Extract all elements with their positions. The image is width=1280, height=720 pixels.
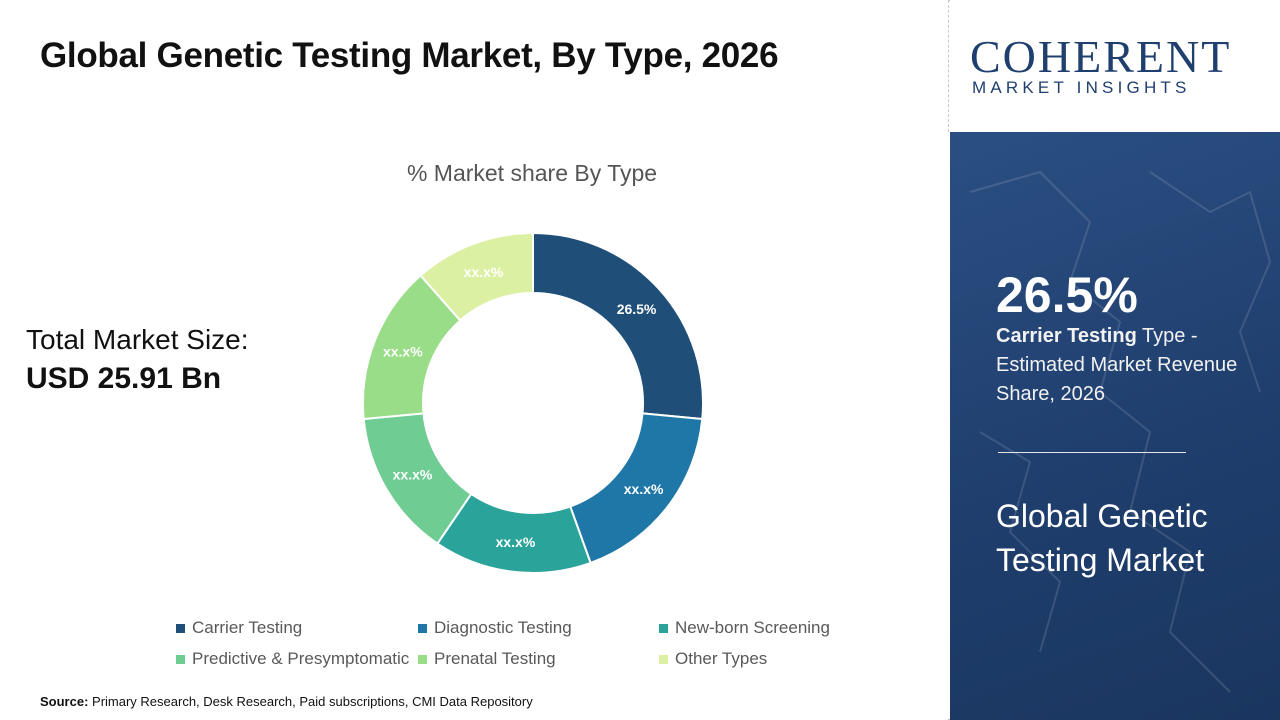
slice-label: xx.x%	[393, 466, 433, 482]
source-note: Source: Primary Research, Desk Research,…	[40, 694, 533, 709]
highlight-segment: Carrier Testing	[996, 325, 1137, 347]
donut-slice-carrier-testing	[532, 231, 704, 421]
donut-slice-other-types	[419, 231, 534, 322]
highlight-description: Carrier Testing Type - Estimated Market …	[996, 322, 1246, 409]
map-pattern-decoration	[969, 170, 1272, 693]
divider	[948, 0, 949, 132]
divider-rule	[998, 452, 1186, 453]
legend-swatch	[176, 623, 185, 633]
legend-label: Predictive & Presymptomatic	[192, 649, 410, 668]
logo-wordmark: COHERENT	[970, 31, 1232, 82]
chart-panel	[0, 0, 948, 720]
legend-label: Carrier Testing	[192, 618, 303, 637]
highlight-panel: 26.5% Carrier Testing Type - Estimated M…	[950, 132, 1280, 720]
legend-swatch	[176, 654, 185, 664]
highlight-desc-text: Type - Estimated Market Revenue Share, 2…	[996, 325, 1238, 405]
legend-label: New-born Screening	[675, 618, 830, 637]
highlight-percentage: 26.5%	[996, 267, 1138, 323]
market-size-label: Total Market Size:	[26, 324, 249, 355]
legend-item: Other Types	[659, 649, 767, 669]
page-title: Global Genetic Testing Market, By Type, …	[40, 36, 779, 75]
legend-label: Diagnostic Testing	[434, 618, 572, 637]
legend-item: Prenatal Testing	[418, 649, 556, 669]
legend-item: Diagnostic Testing	[418, 618, 572, 638]
slice-label: xx.x%	[383, 343, 423, 359]
legend-label: Other Types	[675, 649, 768, 668]
legend-swatch	[418, 654, 427, 664]
logo-tagline: MARKET INSIGHTS	[972, 78, 1191, 97]
donut-chart: 26.5% xx.x% xx.x% xx.x% xx.x% xx.x%	[362, 231, 704, 574]
legend-label: Prenatal Testing	[434, 649, 556, 668]
source-text: Primary Research, Desk Research, Paid su…	[88, 694, 533, 709]
legend-swatch	[659, 654, 668, 664]
market-size-value: USD 25.91 Bn	[26, 362, 222, 395]
legend-swatch	[659, 623, 668, 633]
chart-title: % Market share By Type	[406, 160, 658, 186]
slice-label: xx.x%	[496, 534, 536, 550]
source-label: Source:	[40, 694, 89, 709]
slice-label: 26.5%	[617, 301, 657, 317]
company-logo: COHERENT MARKET INSIGHTS	[950, 0, 1280, 132]
market-name: Global Genetic Testing Market	[996, 498, 1208, 578]
slice-label: xx.x%	[624, 481, 664, 497]
legend-item: Carrier Testing	[176, 618, 302, 638]
slice-label: xx.x%	[464, 264, 504, 280]
legend-item: New-born Screening	[659, 618, 830, 638]
legend-swatch	[418, 623, 427, 633]
legend-item: Predictive & Presymptomatic	[176, 649, 409, 669]
